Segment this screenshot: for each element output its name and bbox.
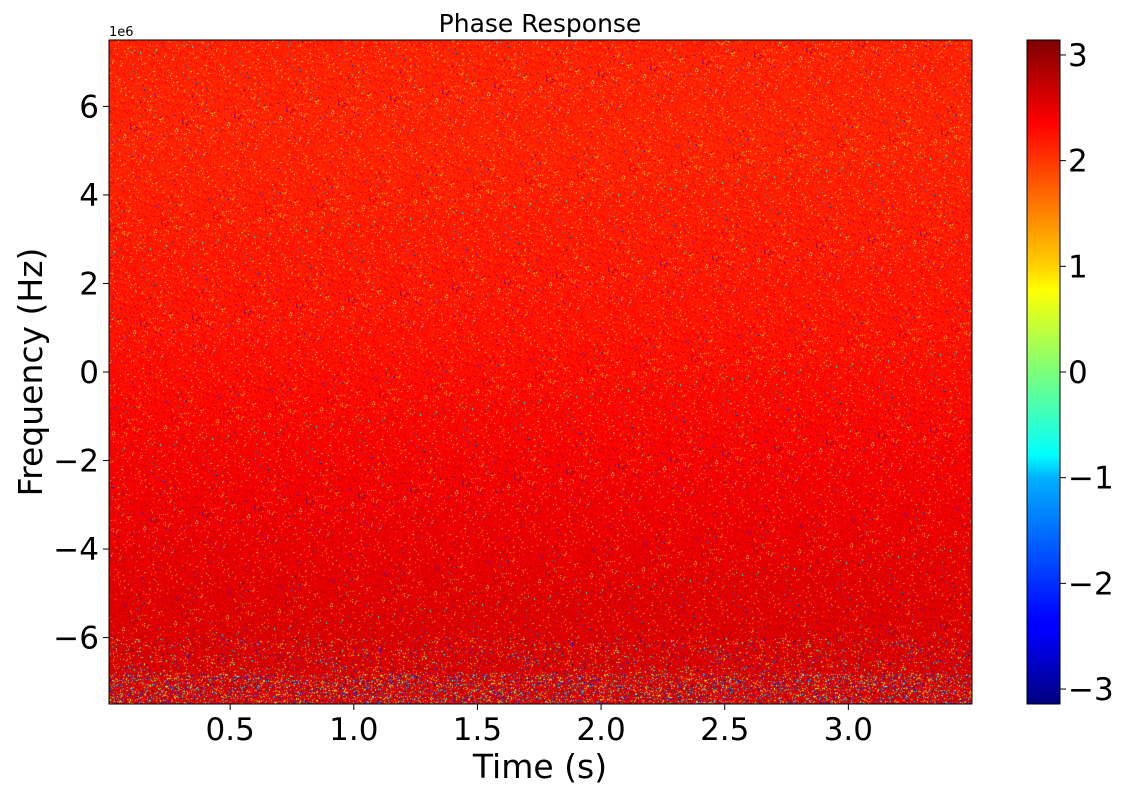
colorbar-tick-label: 2	[1068, 144, 1088, 180]
colorbar-tick-label: −3	[1068, 672, 1114, 708]
colorbar: −3 −2 −1 0 1 2 3	[1026, 38, 1114, 708]
colorbar-ticks: −3 −2 −1 0 1 2 3	[1060, 38, 1114, 708]
x-tick-label: 2.0	[576, 712, 625, 748]
y-tick-label: 4	[79, 178, 99, 214]
x-tick-label: 1.5	[453, 712, 502, 748]
y-tick-label: −6	[53, 621, 99, 657]
colorbar-tick-label: −1	[1068, 461, 1114, 497]
y-tick-label: 0	[79, 355, 99, 391]
x-axis-label: Time (s)	[472, 747, 607, 786]
colorbar-tick-label: 1	[1068, 249, 1088, 285]
y-axis-ticks: −6 −4 −2 0 2 4 6	[53, 89, 109, 657]
y-tick-label: 2	[79, 266, 99, 302]
x-axis-ticks: 0.5 1.0 1.5 2.0 2.5 3.0	[206, 704, 873, 748]
x-tick-label: 3.0	[824, 712, 873, 748]
x-tick-label: 0.5	[206, 712, 255, 748]
y-tick-label: 6	[79, 89, 99, 125]
colorbar-tick-label: 0	[1068, 355, 1088, 391]
heatmap-image	[109, 40, 972, 704]
colorbar-tick-label: −2	[1068, 566, 1114, 602]
y-tick-label: −2	[53, 444, 99, 480]
y-tick-label: −4	[53, 532, 99, 568]
y-axis-label: Frequency (Hz)	[11, 248, 50, 497]
plot-area	[108, 39, 973, 705]
y-offset-label: 1e6	[109, 25, 134, 40]
colorbar-tick-label: 3	[1068, 38, 1088, 74]
x-tick-label: 1.0	[329, 712, 378, 748]
colorbar-gradient	[1026, 39, 1061, 705]
chart-title: Phase Response	[439, 9, 642, 38]
x-tick-label: 2.5	[700, 712, 749, 748]
